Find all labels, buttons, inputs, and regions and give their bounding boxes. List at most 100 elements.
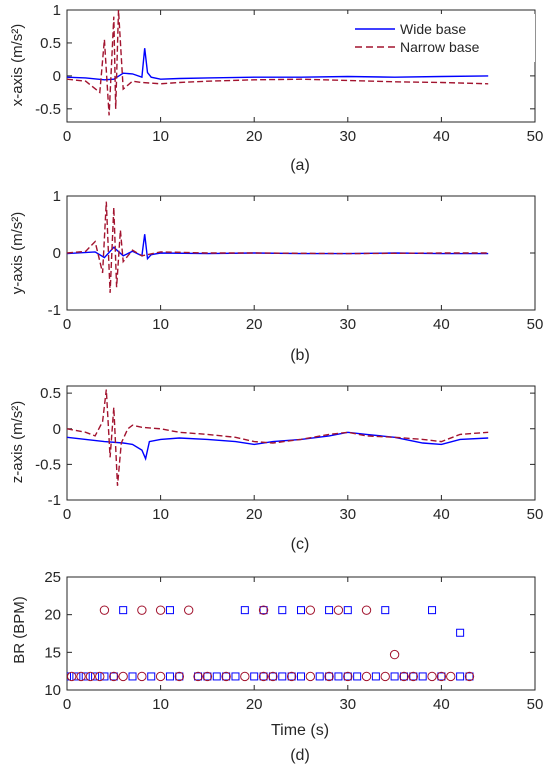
point-narrow bbox=[137, 605, 147, 615]
point-wide bbox=[212, 672, 221, 681]
panel-d-series-layer bbox=[67, 605, 475, 682]
point-wide bbox=[418, 672, 427, 681]
y-tick-label: 0 bbox=[53, 245, 61, 262]
x-tick-label: 20 bbox=[246, 506, 263, 523]
point-wide bbox=[240, 606, 249, 615]
point-wide bbox=[165, 672, 174, 681]
point-wide bbox=[91, 672, 100, 681]
panel-a: 0 10 20 30 40 50-0.500.51 (a) x-axis (m/s²) W… bbox=[9, 2, 543, 174]
point-narrow bbox=[258, 605, 269, 615]
point-narrow bbox=[155, 605, 166, 615]
point-wide bbox=[456, 628, 465, 637]
series-line-wide bbox=[67, 431, 489, 461]
panel-d-caption: (d) bbox=[290, 747, 310, 764]
point-wide bbox=[428, 606, 437, 615]
panel-c-plot: 0 10 20 30 40 50 -1 -0.5 0 0.5 bbox=[35, 385, 543, 523]
point-wide bbox=[128, 672, 137, 681]
point-wide bbox=[315, 672, 324, 681]
x-tick-label: 30 bbox=[339, 696, 356, 713]
point-wide bbox=[371, 672, 380, 681]
x-tick-label: 20 bbox=[246, 128, 263, 145]
point-wide bbox=[334, 672, 343, 681]
series-line-narrow bbox=[67, 389, 489, 486]
point-wide bbox=[278, 606, 287, 615]
x-tick-label: 0 bbox=[63, 506, 71, 523]
x-tick-label: 10 bbox=[152, 316, 169, 333]
y-tick-label: -1 bbox=[48, 302, 61, 319]
x-tick-label: 40 bbox=[433, 128, 450, 145]
point-wide bbox=[147, 672, 156, 681]
legend-narrow-label: Narrow base bbox=[400, 39, 480, 55]
panel-a-series-layer bbox=[67, 10, 489, 116]
y-tick-label: 0.5 bbox=[40, 35, 61, 52]
series-line-narrow bbox=[67, 10, 489, 116]
point-narrow bbox=[324, 671, 334, 682]
point-narrow bbox=[202, 671, 213, 682]
point-wide bbox=[250, 672, 259, 681]
x-tick-label: 30 bbox=[339, 316, 356, 333]
point-narrow bbox=[221, 671, 231, 682]
point-narrow bbox=[268, 671, 278, 682]
point-wide bbox=[119, 606, 128, 615]
point-narrow bbox=[427, 671, 437, 682]
point-wide bbox=[278, 672, 287, 681]
point-wide bbox=[390, 672, 399, 681]
point-wide bbox=[109, 672, 118, 681]
x-tick-label: 30 bbox=[339, 506, 356, 523]
panel-b: 0 10 20 30 40 50-101 (b) y-axis (m/s²) bbox=[9, 188, 543, 364]
point-narrow bbox=[286, 671, 297, 682]
point-narrow bbox=[99, 605, 110, 615]
x-tick-label: 10 bbox=[152, 506, 169, 523]
y-tick-label: -1 bbox=[48, 492, 61, 509]
point-narrow bbox=[361, 671, 372, 682]
panel-b-series-layer bbox=[67, 201, 489, 293]
panel-c-axes-frame bbox=[66, 385, 536, 501]
point-wide bbox=[456, 672, 465, 681]
x-tick-label: 10 bbox=[152, 128, 169, 145]
point-narrow bbox=[85, 671, 96, 682]
x-tick-label: 40 bbox=[433, 506, 450, 523]
point-narrow bbox=[305, 671, 316, 682]
point-wide bbox=[297, 672, 305, 681]
point-wide bbox=[259, 606, 268, 615]
panel-b-caption: (b) bbox=[290, 347, 310, 364]
point-narrow bbox=[76, 671, 86, 682]
point-narrow bbox=[240, 671, 250, 682]
y-tick-label: -0.5 bbox=[35, 101, 61, 118]
point-narrow bbox=[446, 671, 456, 682]
point-narrow bbox=[399, 671, 409, 682]
point-wide bbox=[100, 672, 109, 681]
point-wide bbox=[81, 672, 90, 681]
panel-d-ylabel: BR (BPM) bbox=[11, 596, 28, 664]
point-wide bbox=[325, 672, 334, 681]
point-wide bbox=[165, 606, 174, 615]
point-narrow bbox=[67, 671, 77, 682]
y-tick-label: 0.5 bbox=[40, 385, 61, 402]
y-tick-label: 1 bbox=[53, 2, 61, 19]
point-wide bbox=[343, 606, 352, 615]
x-tick-label: 20 bbox=[246, 316, 263, 333]
point-wide bbox=[437, 672, 446, 681]
point-wide bbox=[409, 672, 418, 681]
x-tick-label: 0 bbox=[63, 128, 71, 145]
panel-c-caption: (c) bbox=[291, 536, 310, 553]
y-tick-label: 15 bbox=[44, 644, 61, 661]
point-narrow bbox=[258, 671, 269, 682]
panel-b-ylabel: y-axis (m/s²) bbox=[9, 212, 26, 295]
point-narrow bbox=[333, 605, 344, 615]
panel-c: 0 10 20 30 40 50 -1 -0.5 0 0.5 (c) z-axis (m/s²) bbox=[9, 385, 543, 553]
y-tick-label: 10 bbox=[44, 682, 61, 699]
panel-c-ylabel: z-axis (m/s²) bbox=[9, 401, 26, 484]
point-narrow bbox=[343, 671, 353, 682]
point-narrow bbox=[109, 671, 119, 682]
panel-a-ylabel: x-axis (m/s²) bbox=[9, 24, 26, 107]
y-tick-label: 1 bbox=[53, 188, 61, 205]
y-tick-label: 0 bbox=[53, 421, 61, 438]
series-line-wide bbox=[67, 48, 489, 81]
point-wide bbox=[175, 672, 184, 681]
point-narrow bbox=[380, 671, 390, 682]
x-tick-label: 40 bbox=[433, 316, 450, 333]
point-wide bbox=[268, 672, 277, 681]
point-wide bbox=[231, 672, 240, 681]
